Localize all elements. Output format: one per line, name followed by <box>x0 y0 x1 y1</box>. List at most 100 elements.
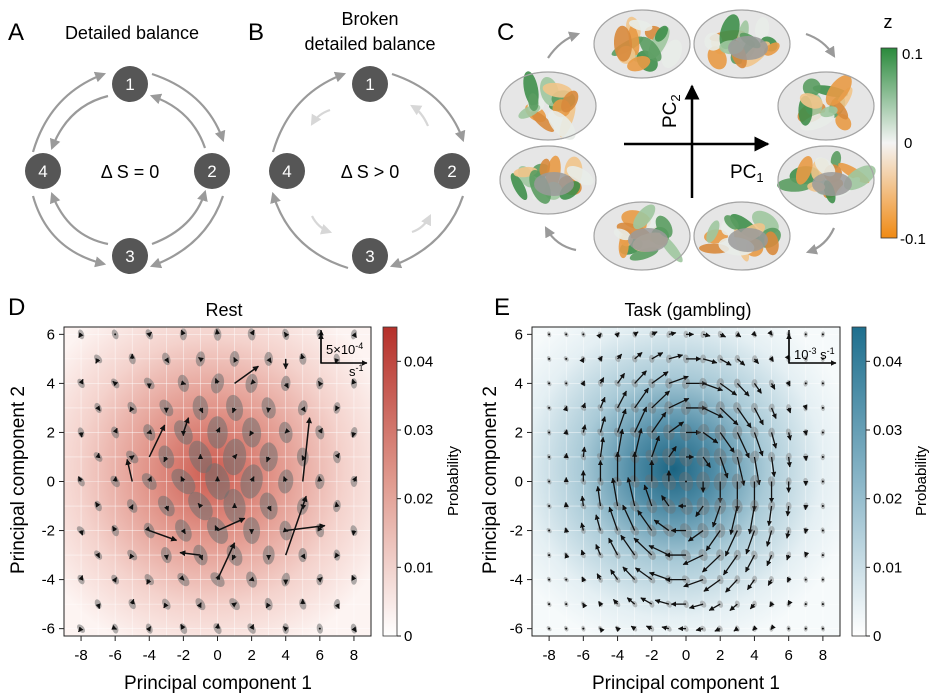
flux-arrow <box>702 431 719 444</box>
flux-dot <box>548 431 551 434</box>
flux-arrow <box>351 332 357 338</box>
flux-arrow <box>178 575 185 581</box>
flux-dot <box>582 333 585 336</box>
flux-dot <box>582 627 585 630</box>
flux-arrow <box>596 573 602 580</box>
flux-dot <box>821 578 824 581</box>
flux-arrow <box>616 390 627 409</box>
flux-arrow <box>729 505 738 536</box>
flux-arrow <box>753 358 760 365</box>
colorbar-tick-label: 0.02 <box>873 491 902 508</box>
panel-a-letter: A <box>8 19 24 46</box>
flux-dot <box>685 480 687 483</box>
flux-arrow <box>785 530 791 539</box>
flux-arrow <box>217 517 246 532</box>
flux-arrow <box>770 456 777 478</box>
flux-arrow <box>769 601 775 608</box>
flux-arrow <box>196 602 202 609</box>
arrow-4-to-3-weak <box>311 215 333 235</box>
flux-arrow <box>725 579 738 593</box>
flux-arrow <box>622 566 636 581</box>
flux-arrow <box>582 602 588 609</box>
arrow-3-to-4 <box>49 191 109 246</box>
flux-arrow <box>786 456 792 468</box>
panel-a-entropy: Δ S = 0 <box>101 162 160 182</box>
flux-arrow <box>634 387 649 409</box>
flux-arrow <box>599 396 606 409</box>
flux-arrow <box>637 510 653 531</box>
panel-d: D Rest -8 -6 -4 -2 0 2 4 6 8 6 4 2 0 -2 -4 -6 5×10-4 s-… <box>8 294 462 694</box>
panel-b-letter: B <box>248 19 264 46</box>
flux-arrow <box>231 407 237 414</box>
scale-bar-d-value: 5×10-4 <box>326 341 363 357</box>
panel-a: A Detailed balance 1 2 3 4 Δ S = 0 <box>8 19 230 274</box>
flux-arrow <box>266 505 272 512</box>
flux-arrow <box>753 456 762 486</box>
arrow-4-to-1 <box>31 71 107 153</box>
flux-dot <box>565 357 568 360</box>
flux-dot <box>548 603 551 606</box>
flux-arrow <box>594 514 602 531</box>
flux-arrow <box>580 495 586 507</box>
arrow-3-to-2-weak <box>411 214 431 234</box>
x-tick-label: -8 <box>74 647 87 664</box>
colorbar-d <box>382 326 398 637</box>
uncertainty-ellipse <box>645 449 659 465</box>
node-2 <box>194 153 230 189</box>
panel-b-title-line2: detailed balance <box>304 34 435 54</box>
flux-arrow <box>146 331 153 338</box>
flux-arrow <box>668 375 689 385</box>
node-1-label: 1 <box>365 75 374 94</box>
colorbar-tick-label: 0.02 <box>404 491 433 508</box>
flux-dot <box>821 333 824 336</box>
x-tick-label: 4 <box>750 647 758 664</box>
flux-arrow <box>695 626 704 632</box>
flux-arrow <box>334 552 340 559</box>
y-tick-label: 2 <box>47 424 55 441</box>
flux-arrow <box>95 405 101 412</box>
y-tick-label: -4 <box>510 572 523 589</box>
panel-e-title: Task (gambling) <box>624 300 751 320</box>
flux-arrow <box>705 530 721 552</box>
flux-arrow <box>634 370 647 384</box>
flux-arrow <box>352 476 358 482</box>
flux-arrow <box>634 352 643 360</box>
flux-arrow <box>180 476 186 482</box>
flux-arrow <box>702 554 721 573</box>
flux-dot <box>548 578 551 581</box>
y-tick-label: -2 <box>510 523 523 540</box>
y-tick-label: 4 <box>47 375 55 392</box>
y-tick-label: -6 <box>42 621 55 638</box>
flux-dot <box>804 603 807 606</box>
flux-arrow <box>747 505 756 535</box>
flux-dot <box>821 505 824 508</box>
pc1-label: PC1 <box>730 162 764 185</box>
flux-arrow <box>95 452 101 459</box>
flux-arrow <box>231 453 238 460</box>
flux-dot <box>548 627 551 630</box>
colorbar-c-tick-zero: 0 <box>904 135 912 152</box>
flux-arrow <box>285 523 326 532</box>
flux-arrow <box>334 452 340 459</box>
flux-arrow <box>746 579 755 590</box>
panel-e-letter: E <box>494 294 510 321</box>
flux-arrow <box>632 331 639 337</box>
scale-bar-e: 10-3 s-1 <box>786 330 837 366</box>
colorbar-tick-label: 0 <box>404 628 412 645</box>
flux-arrow <box>266 357 272 364</box>
flux-arrow <box>95 357 101 364</box>
x-tick-label: -8 <box>542 647 555 664</box>
flux-arrow <box>622 504 636 531</box>
flux-arrow <box>702 382 724 392</box>
brain-surfaces <box>499 9 876 271</box>
colorbar-tick-label: 0 <box>873 628 881 645</box>
brain-surface <box>499 145 597 215</box>
flux-arrow <box>640 597 653 605</box>
panel-b-entropy: Δ S > 0 <box>341 162 400 182</box>
flux-arrow <box>751 330 757 337</box>
flux-arrow <box>283 476 288 482</box>
node-3 <box>112 238 148 274</box>
flux-arrow <box>668 446 677 458</box>
flux-arrow <box>266 456 271 463</box>
x-tick-label: 8 <box>819 647 827 664</box>
